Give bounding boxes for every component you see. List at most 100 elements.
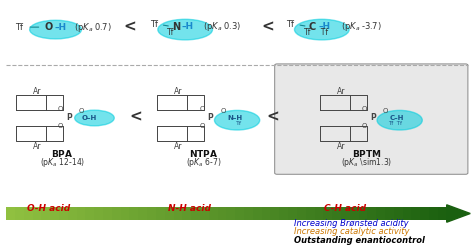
Ellipse shape (214, 110, 260, 130)
Bar (112, 207, 121, 220)
Bar (24, 207, 33, 220)
Ellipse shape (158, 19, 212, 40)
Text: (p$K_a$ 12-14): (p$K_a$ 12-14) (40, 156, 85, 169)
Bar (68, 207, 77, 220)
Bar (332, 207, 341, 220)
Bar (138, 207, 147, 220)
Bar (244, 207, 253, 220)
Text: –H: –H (54, 23, 66, 32)
Text: Ar: Ar (337, 87, 346, 96)
Bar (394, 207, 402, 220)
Bar (85, 207, 94, 220)
Text: Tf: Tf (304, 28, 311, 37)
Text: O: O (58, 106, 63, 112)
Text: (p$K_a$ 6-7): (p$K_a$ 6-7) (186, 156, 222, 169)
Text: N-H acid: N-H acid (168, 204, 211, 213)
Text: Tf: Tf (286, 20, 294, 29)
Bar (164, 207, 173, 220)
Text: Tf: Tf (167, 28, 174, 37)
Text: O: O (362, 106, 367, 112)
Text: –H: –H (182, 22, 193, 31)
Bar (173, 207, 182, 220)
Ellipse shape (294, 19, 349, 40)
Text: Outstanding enantiocontrol: Outstanding enantiocontrol (293, 236, 424, 245)
Bar (103, 207, 112, 220)
Bar (323, 207, 332, 220)
Bar (297, 207, 306, 220)
Text: (p$K_a$ 0.3): (p$K_a$ 0.3) (203, 20, 242, 33)
Text: O-H acid: O-H acid (27, 204, 70, 213)
Bar (315, 207, 323, 220)
Text: –H: –H (318, 22, 330, 31)
Text: P: P (370, 113, 376, 122)
Text: (p$K_a$ -3.7): (p$K_a$ -3.7) (341, 20, 382, 33)
Text: $\bf{NTPA}$: $\bf{NTPA}$ (190, 148, 219, 159)
Bar (306, 207, 315, 220)
Bar (262, 207, 271, 220)
Bar (235, 207, 244, 220)
Bar (129, 207, 138, 220)
Bar (402, 207, 411, 220)
Text: Tf: Tf (150, 20, 158, 29)
Polygon shape (447, 205, 470, 222)
Text: O: O (220, 108, 226, 114)
Bar (15, 207, 24, 220)
Text: $\bf{BPTM}$: $\bf{BPTM}$ (352, 148, 382, 159)
Text: <: < (261, 20, 274, 35)
Bar (209, 207, 218, 220)
Text: (p$K_a$ \sim1.3): (p$K_a$ \sim1.3) (341, 156, 392, 169)
Bar (420, 207, 429, 220)
Bar (253, 207, 262, 220)
Bar (200, 207, 209, 220)
Text: (p$K_a$ 0.7): (p$K_a$ 0.7) (74, 21, 112, 34)
FancyBboxPatch shape (275, 64, 468, 174)
Bar (341, 207, 350, 220)
Bar (182, 207, 191, 220)
Text: C–H: C–H (390, 115, 404, 121)
Text: $\bf{BPA}$: $\bf{BPA}$ (52, 148, 74, 159)
Text: Ar: Ar (33, 87, 41, 96)
Text: O–H: O–H (82, 115, 97, 121)
Bar (218, 207, 227, 220)
Text: <: < (123, 20, 136, 35)
Bar (147, 207, 156, 220)
Bar (288, 207, 297, 220)
Text: Ar: Ar (337, 142, 346, 151)
Text: O: O (58, 123, 63, 129)
Text: O: O (199, 106, 205, 112)
Bar (279, 207, 288, 220)
Bar (367, 207, 376, 220)
Bar (156, 207, 164, 220)
Text: Tf: Tf (16, 23, 24, 32)
Text: O: O (383, 108, 388, 114)
Text: Increasing Brønsted acidity: Increasing Brønsted acidity (293, 219, 408, 228)
Bar (429, 207, 438, 220)
Bar (376, 207, 385, 220)
Text: O: O (362, 123, 367, 129)
Text: Tf: Tf (237, 121, 242, 126)
Text: Ar: Ar (174, 87, 183, 96)
Bar (411, 207, 420, 220)
Text: C-H acid: C-H acid (324, 204, 366, 213)
Text: O: O (45, 22, 53, 32)
Bar (33, 207, 41, 220)
Bar (41, 207, 50, 220)
Text: N–H: N–H (227, 115, 242, 121)
Text: Tf  Tf: Tf Tf (388, 121, 402, 126)
Text: N: N (172, 22, 180, 32)
Bar (438, 207, 447, 220)
Bar (358, 207, 367, 220)
Ellipse shape (30, 20, 82, 39)
Bar (59, 207, 68, 220)
Text: C: C (309, 22, 316, 32)
Bar (385, 207, 394, 220)
Bar (77, 207, 85, 220)
Text: <: < (129, 109, 142, 124)
Text: Ar: Ar (174, 142, 183, 151)
Text: P: P (66, 113, 72, 122)
Bar (94, 207, 103, 220)
Text: P: P (208, 113, 213, 122)
Text: <: < (266, 109, 279, 124)
Text: Ar: Ar (33, 142, 41, 151)
Text: O: O (199, 123, 205, 129)
